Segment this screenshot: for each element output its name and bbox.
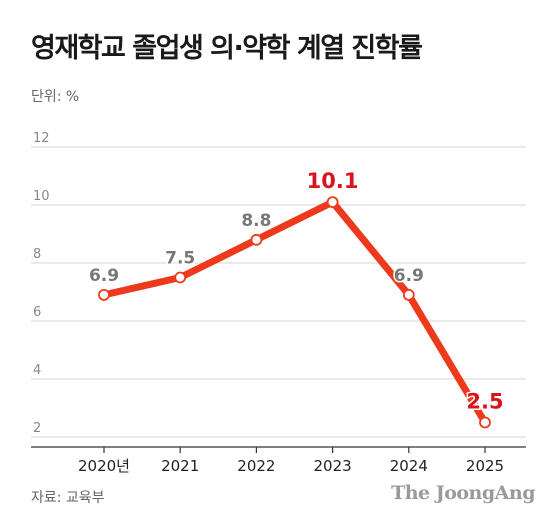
x-tick-label: 2021 [161,457,199,475]
y-tick-label: 8 [33,247,41,262]
publisher-logo: The JoongAng [391,482,535,504]
x-tick-label: 2022 [237,457,275,475]
x-axis-ticks: 2020년 2021 2022 2023 2024 2025 [78,447,504,475]
x-tick-label: 2023 [314,457,352,475]
y-tick-label: 6 [33,305,41,320]
y-tick-label: 4 [33,363,41,378]
source-note: 자료: 교육부 [31,490,105,506]
data-point [326,196,339,209]
data-label: 6.9 [89,266,119,286]
series-line [100,198,489,426]
y-axis-ticks: 2 4 6 8 10 12 [33,131,50,436]
x-tick-label: 2020년 [78,457,130,475]
chart-title: 영재학교 졸업생 의·약학 계열 진학률 [31,33,423,64]
series-line-layer [100,198,489,426]
data-point [98,288,110,301]
grid-layer [31,146,526,448]
x-tick-label: 2024 [390,457,428,475]
data-label: 10.1 [307,169,359,193]
data-point [479,416,491,429]
data-point [174,271,187,284]
y-tick-label: 12 [33,131,50,146]
data-label: 7.5 [165,249,195,269]
data-point [250,233,263,246]
data-label: 6.9 [394,266,424,286]
data-point [402,288,415,301]
x-tick-label: 2025 [466,457,504,475]
data-label-layer: 6.9 7.5 8.8 10.1 6.9 2.5 [87,168,505,415]
y-tick-label: 10 [33,189,50,204]
data-point-layer [98,196,491,429]
y-tick-label: 2 [33,421,41,436]
data-label: 2.5 [466,390,503,414]
data-label: 8.8 [241,211,271,231]
unit-label: 단위: % [31,89,80,105]
